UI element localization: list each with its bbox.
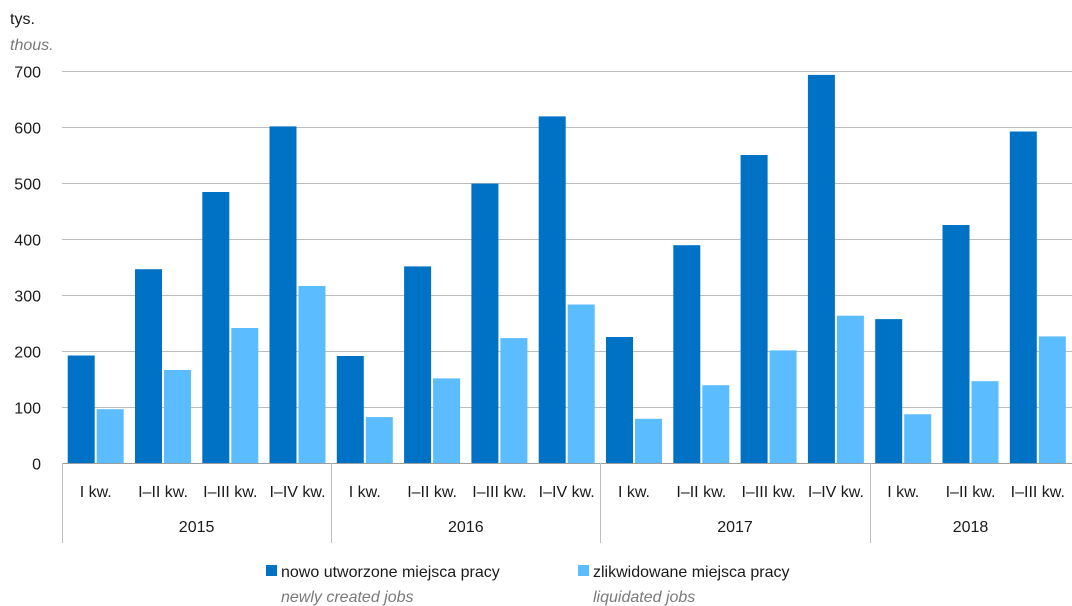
x-group-label: 2017 xyxy=(717,519,753,536)
x-tick-label: I–II kw. xyxy=(138,484,188,501)
bar-liquidated-jobs xyxy=(298,286,326,463)
bar-liquidated-jobs xyxy=(836,315,864,463)
x-tick-label: I–II kw. xyxy=(407,484,457,501)
legend: nowo utworzone miejsca pracy newly creat… xyxy=(266,564,790,606)
bar-new-jobs xyxy=(471,183,499,463)
bar-new-jobs xyxy=(942,225,970,463)
bar-new-jobs xyxy=(336,356,364,463)
legend-swatch-new xyxy=(266,565,277,576)
legend-label-liquidated: zlikwidowane miejsca pracy xyxy=(593,564,790,581)
y-tick-label: 400 xyxy=(14,233,41,250)
legend-swatch-liquidated xyxy=(578,565,589,576)
bar-new-jobs xyxy=(673,245,701,463)
bar-liquidated-jobs xyxy=(1038,336,1066,463)
bar-liquidated-jobs xyxy=(567,304,595,463)
x-group-label: 2016 xyxy=(448,519,484,536)
y-tick-label: 600 xyxy=(14,121,41,138)
x-tick-label: I–III kw. xyxy=(203,484,257,501)
bar-liquidated-jobs xyxy=(904,414,932,463)
y-tick-label: 100 xyxy=(14,401,41,418)
bar-new-jobs xyxy=(269,126,297,464)
bars xyxy=(67,74,1066,464)
x-tick-label: I kw. xyxy=(349,484,381,501)
x-tick-label: I–IV kw. xyxy=(269,484,325,501)
x-tick-label: I–IV kw. xyxy=(539,484,595,501)
legend-label-new-en: newly created jobs xyxy=(281,589,414,606)
bar-liquidated-jobs xyxy=(971,381,999,463)
legend-label-liquidated-en: liquidated jobs xyxy=(593,589,695,606)
x-tick-label: I–III kw. xyxy=(472,484,526,501)
bar-new-jobs xyxy=(202,192,230,463)
bar-new-jobs xyxy=(135,269,162,463)
bar-new-jobs xyxy=(606,337,633,463)
bar-new-jobs xyxy=(875,319,903,463)
bar-new-jobs xyxy=(404,266,432,463)
y-tick-label: 500 xyxy=(14,177,41,194)
x-tick-label: I–III kw. xyxy=(1011,484,1065,501)
bar-liquidated-jobs xyxy=(769,350,797,463)
bar-new-jobs xyxy=(538,116,566,464)
x-axis: I kw. I–II kw. I–III kw. I–IV kw. 2015 I kw. I… xyxy=(62,463,1072,543)
x-tick-label: I kw. xyxy=(887,484,919,501)
bar-liquidated-jobs xyxy=(365,417,393,463)
bar-liquidated-jobs xyxy=(500,338,528,463)
y-tick-label: 0 xyxy=(32,457,41,474)
x-group-label: 2015 xyxy=(179,519,215,536)
bar-new-jobs xyxy=(807,74,835,464)
y-tick-label: 200 xyxy=(14,345,41,362)
bar-new-jobs xyxy=(1009,131,1037,463)
x-group-label: 2018 xyxy=(953,519,989,536)
x-tick-label: I–IV kw. xyxy=(808,484,864,501)
bar-liquidated-jobs xyxy=(96,409,124,463)
y-axis-ticks: 0 100 200 300 400 500 600 700 xyxy=(14,65,41,474)
bar-liquidated-jobs xyxy=(164,370,191,463)
legend-label-new: nowo utworzone miejsca pracy xyxy=(281,564,500,581)
x-tick-label: I kw. xyxy=(80,484,112,501)
bar-new-jobs xyxy=(67,355,95,463)
bar-liquidated-jobs xyxy=(635,418,662,463)
bar-liquidated-jobs xyxy=(702,385,730,463)
bar-liquidated-jobs xyxy=(231,328,259,463)
x-tick-label: I–II kw. xyxy=(676,484,726,501)
x-tick-label: I–II kw. xyxy=(946,484,996,501)
unit-label-en: thous. xyxy=(10,37,54,54)
y-tick-label: 300 xyxy=(14,289,41,306)
x-tick-label: I–III kw. xyxy=(741,484,795,501)
x-tick-label: I kw. xyxy=(618,484,650,501)
bar-liquidated-jobs xyxy=(433,378,461,463)
gridlines xyxy=(62,71,1072,408)
y-tick-label: 700 xyxy=(14,65,41,82)
bar-new-jobs xyxy=(740,155,768,463)
unit-label: tys. xyxy=(10,11,35,28)
